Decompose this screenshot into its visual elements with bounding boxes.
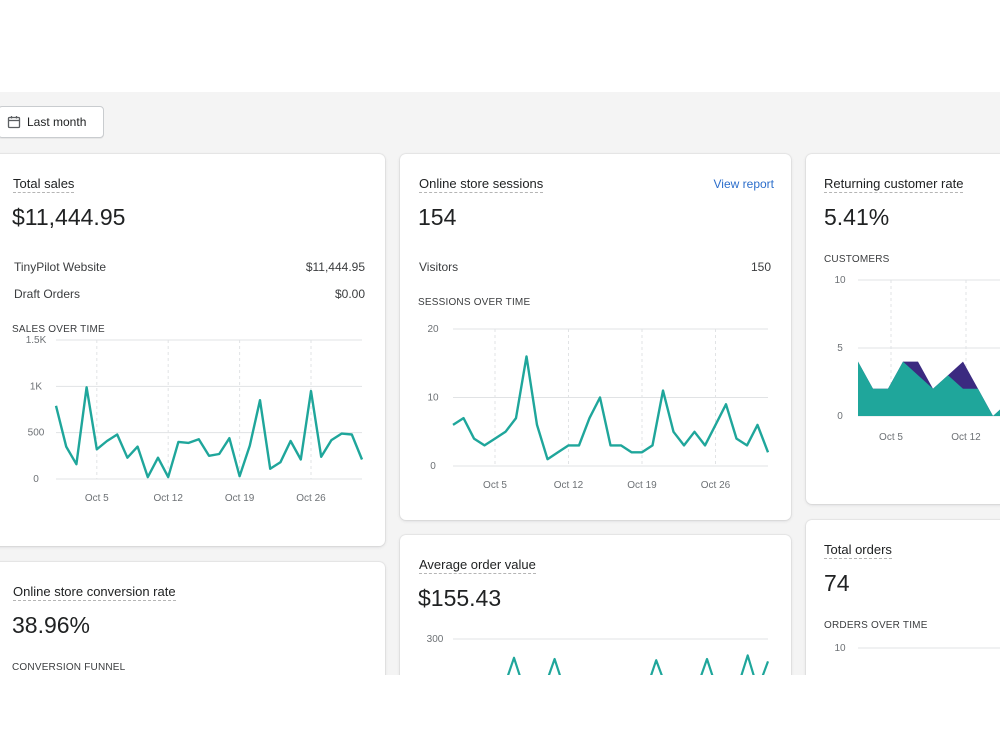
card-title[interactable]: Total orders: [824, 542, 892, 559]
chart-label: CONVERSION FUNNEL: [12, 662, 126, 673]
first-time-area: [858, 361, 1000, 416]
total-sales-card: Total sales $11,444.95 TinyPilot Website…: [0, 154, 385, 546]
x-tick-label: Oct 12: [951, 432, 981, 443]
sales-over-time-chart: 0 500 1K 1.5K Oct 5 Oct 12 Oct 19 Oct 26: [26, 335, 364, 504]
card-title[interactable]: Online store conversion rate: [13, 584, 176, 601]
card-value: 74: [824, 570, 850, 596]
sessions-over-time-chart: 0 10 20 Oct 5 Oct 12 Oct 19 Oct 26: [427, 324, 770, 491]
average-order-value-card: Average order value $155.43 300: [400, 535, 791, 675]
date-range-label: Last month: [27, 115, 87, 129]
returning-customer-rate-card: Returning customer rate 5.41% CUSTOMERS …: [806, 154, 1000, 504]
y-tick-label: 0: [430, 461, 436, 472]
breakdown-label: Visitors: [419, 260, 459, 274]
breakdown-value: $0.00: [334, 287, 365, 301]
x-tick-label: Oct 5: [879, 432, 903, 443]
card-value: 5.41%: [824, 204, 890, 230]
card-value: $11,444.95: [12, 204, 126, 230]
card-value: 38.96%: [12, 612, 91, 638]
y-tick-label: 5: [837, 343, 843, 354]
average-order-value-chart: 300: [427, 634, 770, 675]
y-tick-label: 0: [33, 474, 39, 485]
x-tick-label: Oct 12: [153, 493, 183, 504]
y-tick-label: 10: [834, 643, 846, 654]
card-title[interactable]: Online store sessions: [419, 176, 544, 193]
x-tick-label: Oct 5: [483, 480, 507, 491]
card-title[interactable]: Total sales: [13, 176, 75, 193]
x-tick-label: Oct 19: [225, 493, 255, 504]
chart-label: SESSIONS OVER TIME: [418, 297, 531, 308]
series-line: [506, 654, 770, 675]
y-tick-label: 1K: [30, 381, 43, 392]
online-store-sessions-card: Online store sessions View report 154 Vi…: [400, 154, 791, 520]
card-value: 154: [418, 204, 457, 230]
breakdown-value: 150: [750, 260, 771, 274]
y-tick-label: 0: [837, 411, 843, 422]
calendar-icon: [7, 116, 21, 129]
y-tick-label: 10: [427, 393, 439, 404]
x-tick-label: Oct 26: [296, 493, 326, 504]
x-tick-label: Oct 12: [554, 480, 584, 491]
breakdown-label: TinyPilot Website: [14, 260, 107, 274]
orders-over-time-chart: 10: [834, 643, 1000, 654]
y-tick-label: 20: [427, 324, 439, 335]
card-title[interactable]: Average order value: [419, 557, 536, 574]
dashboard-viewport: Last month Total sales $11,444.95 TinyPi…: [0, 92, 1000, 675]
y-tick-label: 10: [834, 275, 846, 286]
y-tick-label: 300: [427, 634, 444, 645]
x-tick-label: Oct 26: [701, 480, 731, 491]
conversion-rate-card: Online store conversion rate 38.96% CONV…: [0, 562, 385, 675]
card-title[interactable]: Returning customer rate: [824, 176, 964, 193]
customers-chart: 0 5 10 Oct 5 Oct 12: [834, 275, 1000, 443]
card-value: $155.43: [418, 585, 502, 611]
x-tick-label: Oct 5: [85, 493, 109, 504]
breakdown-label: Draft Orders: [14, 287, 81, 301]
view-report-link[interactable]: View report: [713, 177, 774, 191]
date-range-button[interactable]: Last month: [0, 106, 104, 138]
y-tick-label: 1.5K: [26, 335, 47, 346]
series-line: [54, 386, 364, 479]
series-line: [452, 355, 770, 461]
chart-label: SALES OVER TIME: [12, 324, 105, 335]
x-tick-label: Oct 19: [627, 480, 657, 491]
total-orders-card: Total orders 74 ORDERS OVER TIME 10: [806, 520, 1000, 675]
chart-label: CUSTOMERS: [824, 254, 890, 265]
y-tick-label: 500: [28, 428, 45, 439]
breakdown-value: $11,444.95: [305, 260, 365, 274]
chart-label: ORDERS OVER TIME: [824, 620, 928, 631]
